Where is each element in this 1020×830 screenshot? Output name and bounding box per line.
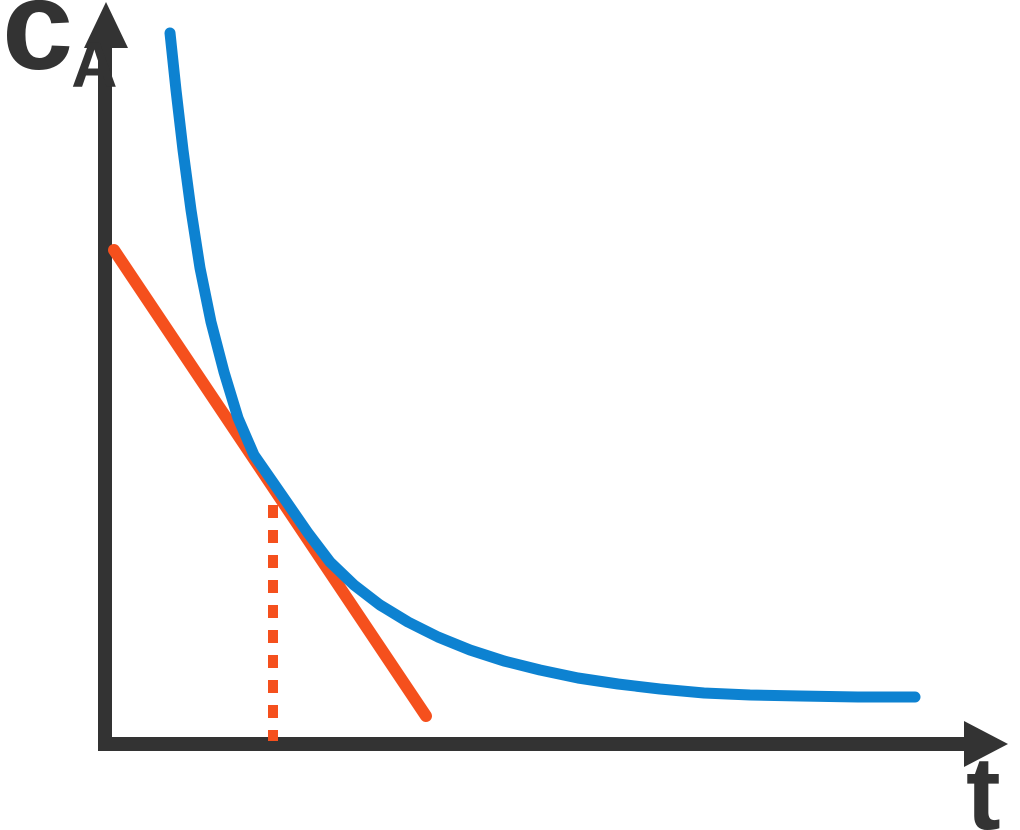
x-axis-label: t (966, 736, 1001, 830)
y-axis-label-subscript: A (71, 28, 118, 101)
x-axis-arrowhead (964, 721, 1008, 767)
y-axis-label: cA (2, 0, 117, 97)
concentration-decay-curve (164, 27, 921, 703)
y-axis-label-main: c (2, 0, 73, 97)
y-axis-arrowhead (84, 2, 128, 48)
